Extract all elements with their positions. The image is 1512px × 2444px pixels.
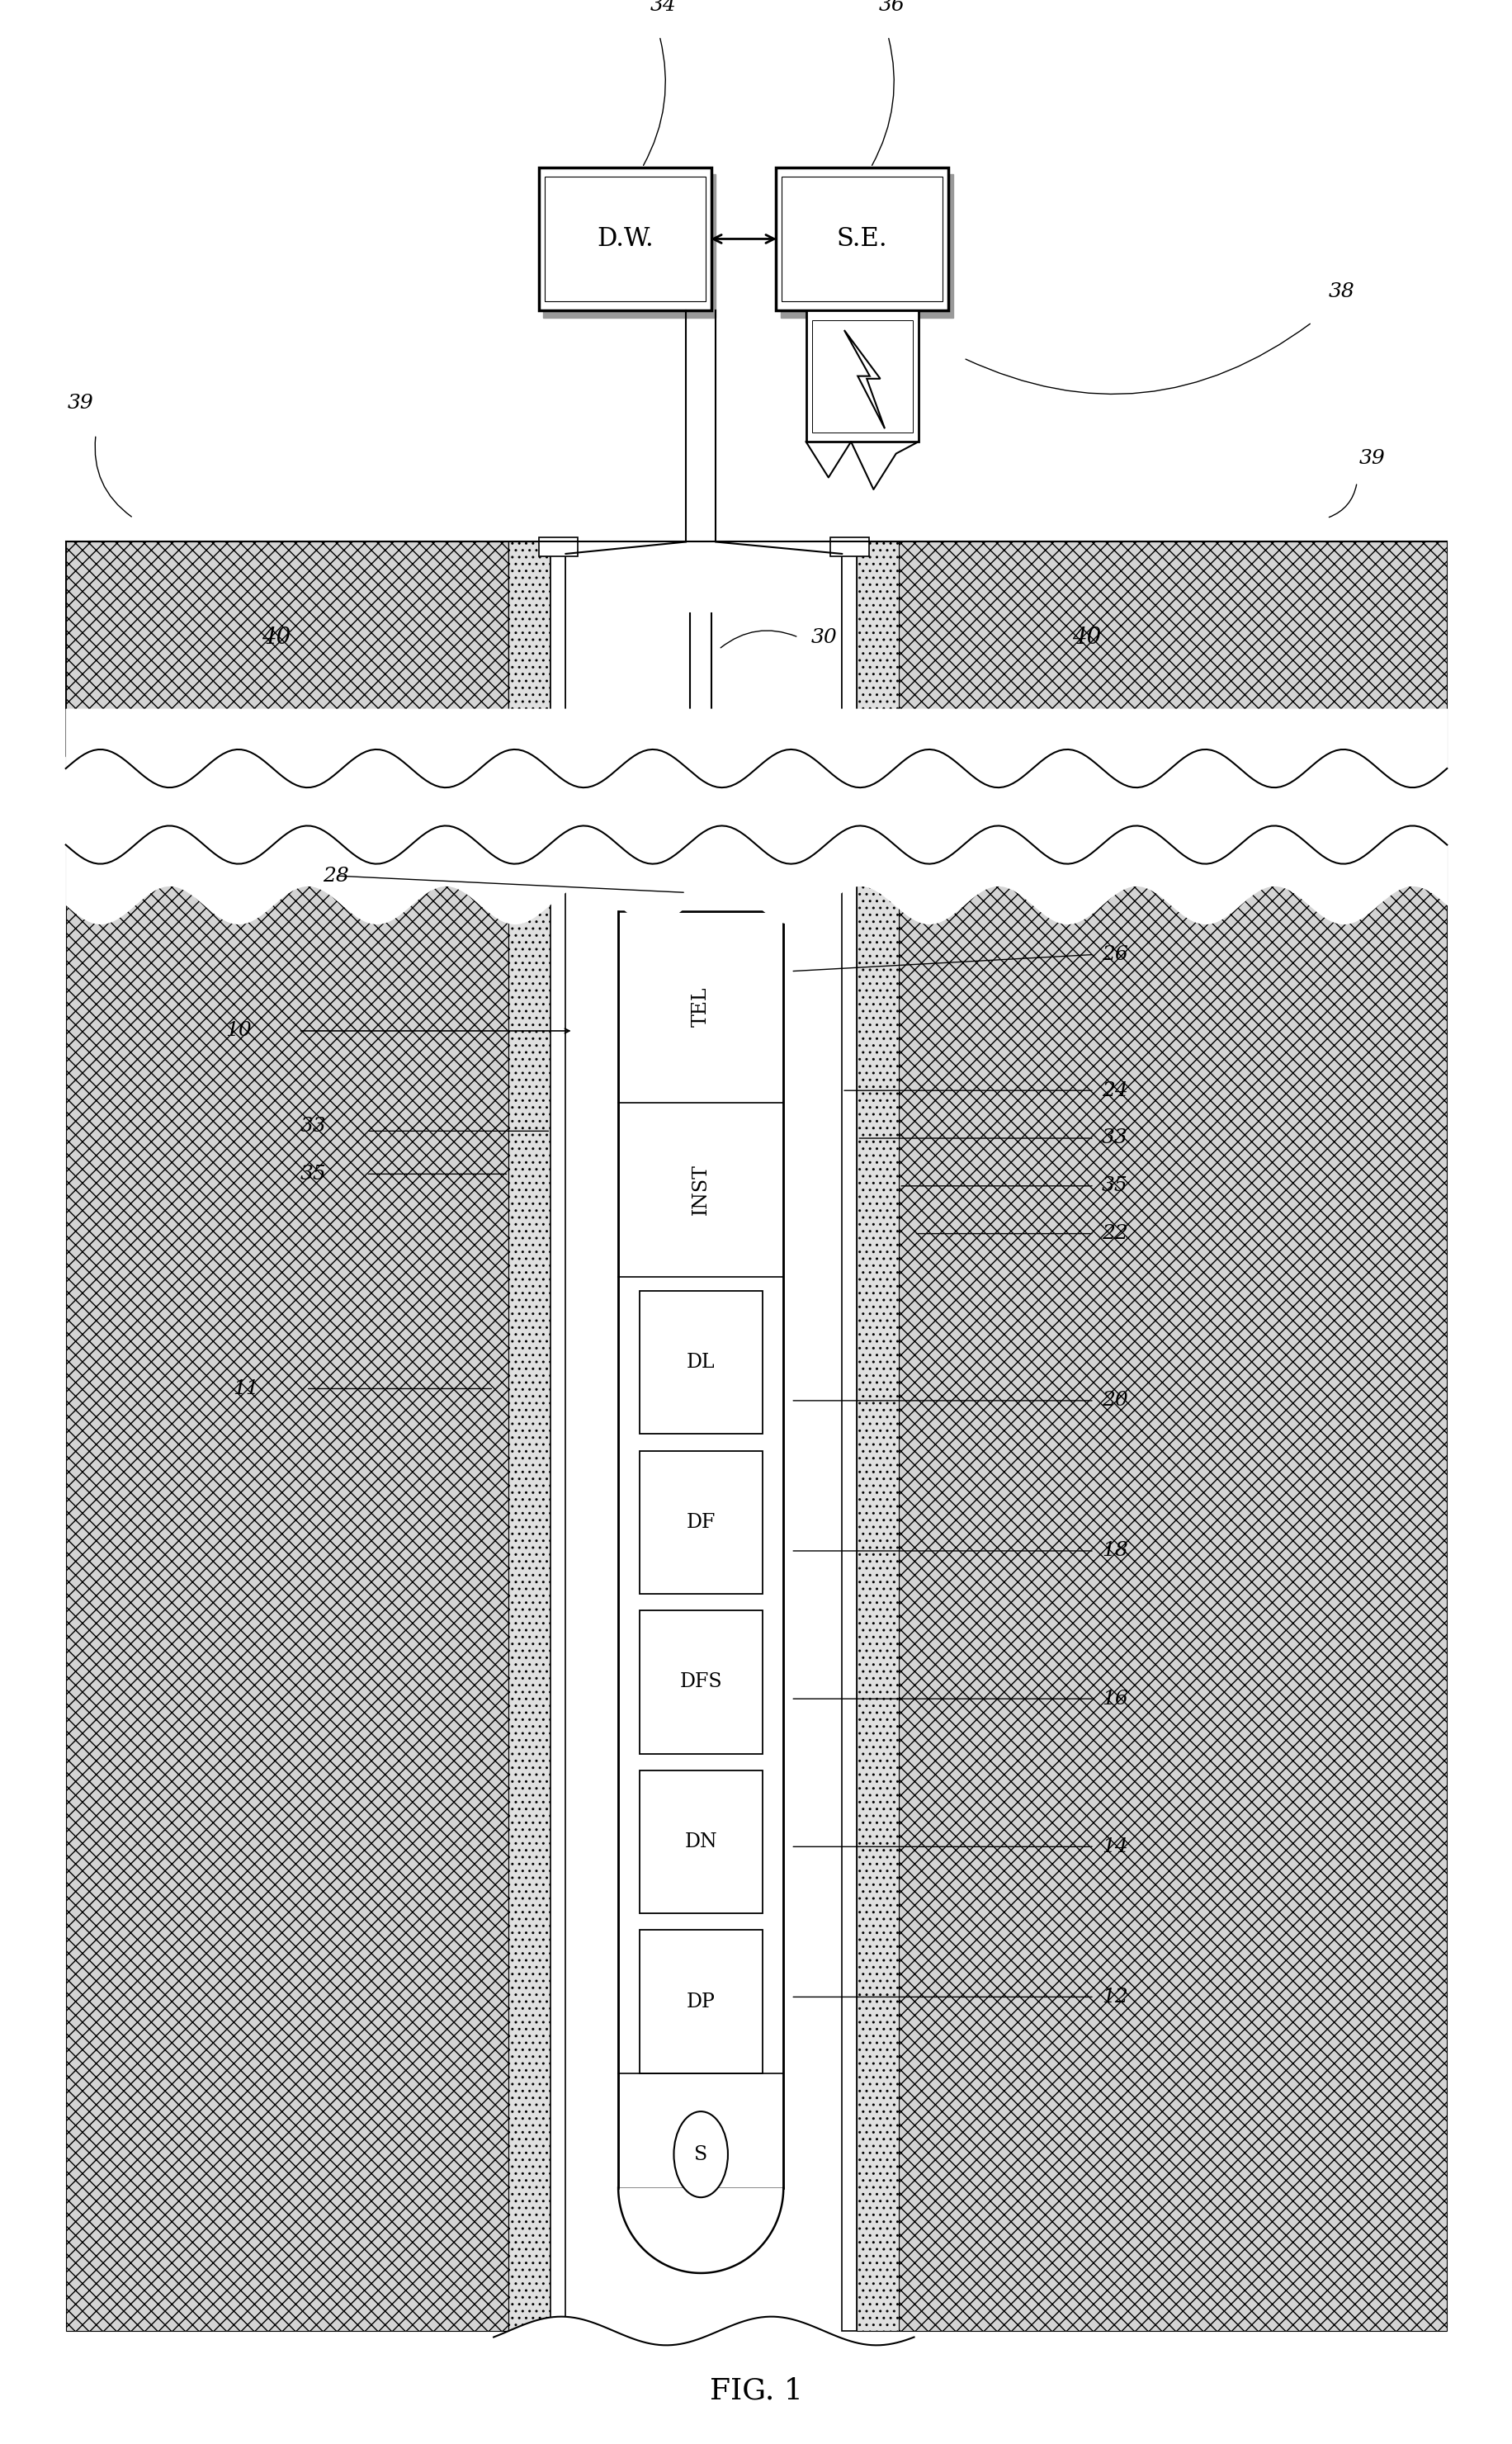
Text: 24: 24 — [1101, 1080, 1128, 1100]
Bar — [898, 846, 1447, 2332]
Text: 26: 26 — [1101, 946, 1128, 963]
Bar — [812, 320, 912, 433]
Text: 22: 22 — [1101, 1224, 1128, 1244]
Text: 14: 14 — [1101, 1838, 1128, 1855]
Text: 35: 35 — [1101, 1176, 1128, 1195]
Polygon shape — [839, 543, 1447, 758]
Bar — [842, 543, 856, 709]
Bar — [538, 538, 578, 557]
Text: 10: 10 — [225, 1022, 251, 1041]
Text: 33: 33 — [1101, 1129, 1128, 1149]
Text: DL: DL — [686, 1354, 715, 1371]
Polygon shape — [65, 543, 569, 758]
Text: D.W.: D.W. — [596, 227, 653, 252]
Bar — [806, 310, 918, 442]
Polygon shape — [508, 543, 550, 733]
Bar — [550, 846, 565, 2332]
Bar — [776, 166, 948, 310]
Bar — [550, 543, 565, 709]
Text: 16: 16 — [1101, 1689, 1128, 1708]
Text: DN: DN — [683, 1833, 717, 1853]
Text: DFS: DFS — [679, 1672, 721, 1691]
Bar — [544, 176, 705, 301]
Text: FIG. 1: FIG. 1 — [709, 2376, 803, 2405]
Text: 18: 18 — [1101, 1542, 1128, 1559]
Polygon shape — [856, 543, 898, 733]
Text: 28: 28 — [322, 865, 349, 885]
Bar — [830, 538, 868, 557]
Bar — [508, 543, 550, 767]
Text: 40: 40 — [1072, 626, 1101, 648]
Text: TEL: TEL — [691, 987, 711, 1026]
Text: 39: 39 — [1358, 450, 1385, 467]
Bar — [508, 846, 550, 2332]
Bar — [780, 174, 953, 318]
Bar — [856, 846, 898, 2332]
Bar — [543, 174, 715, 318]
Text: S: S — [694, 2146, 708, 2163]
Bar — [856, 846, 898, 2332]
Text: 11: 11 — [233, 1378, 259, 1398]
Text: 35: 35 — [301, 1163, 327, 1183]
Text: 39: 39 — [68, 393, 94, 413]
Bar — [640, 1611, 762, 1755]
Text: 34: 34 — [650, 0, 676, 15]
Bar — [842, 846, 856, 2332]
Bar — [65, 543, 508, 767]
Text: S.E.: S.E. — [836, 227, 888, 252]
Bar — [842, 543, 856, 767]
Bar — [640, 1931, 762, 2073]
Bar — [65, 846, 508, 2332]
Text: 30: 30 — [810, 628, 836, 648]
Bar — [898, 543, 1447, 767]
Bar — [856, 543, 898, 767]
Text: 40: 40 — [262, 626, 290, 648]
Bar — [640, 1452, 762, 1593]
Text: INST: INST — [691, 1163, 711, 1215]
Bar — [856, 543, 898, 767]
Polygon shape — [618, 2187, 783, 2273]
Bar — [538, 166, 711, 310]
Text: 38: 38 — [1328, 281, 1355, 301]
Text: 33: 33 — [301, 1117, 327, 1136]
Bar — [782, 176, 942, 301]
Bar — [640, 1290, 762, 1435]
Bar — [508, 846, 550, 2332]
Bar — [618, 912, 783, 2187]
Polygon shape — [635, 855, 767, 912]
Text: DP: DP — [686, 1992, 715, 2011]
Text: DF: DF — [686, 1513, 715, 1532]
Text: 20: 20 — [1101, 1391, 1128, 1410]
Bar — [508, 543, 550, 767]
Text: 12: 12 — [1101, 1987, 1128, 2007]
Bar — [640, 1769, 762, 1914]
Text: 36: 36 — [878, 0, 904, 15]
Circle shape — [673, 2112, 727, 2197]
Bar — [550, 543, 565, 767]
